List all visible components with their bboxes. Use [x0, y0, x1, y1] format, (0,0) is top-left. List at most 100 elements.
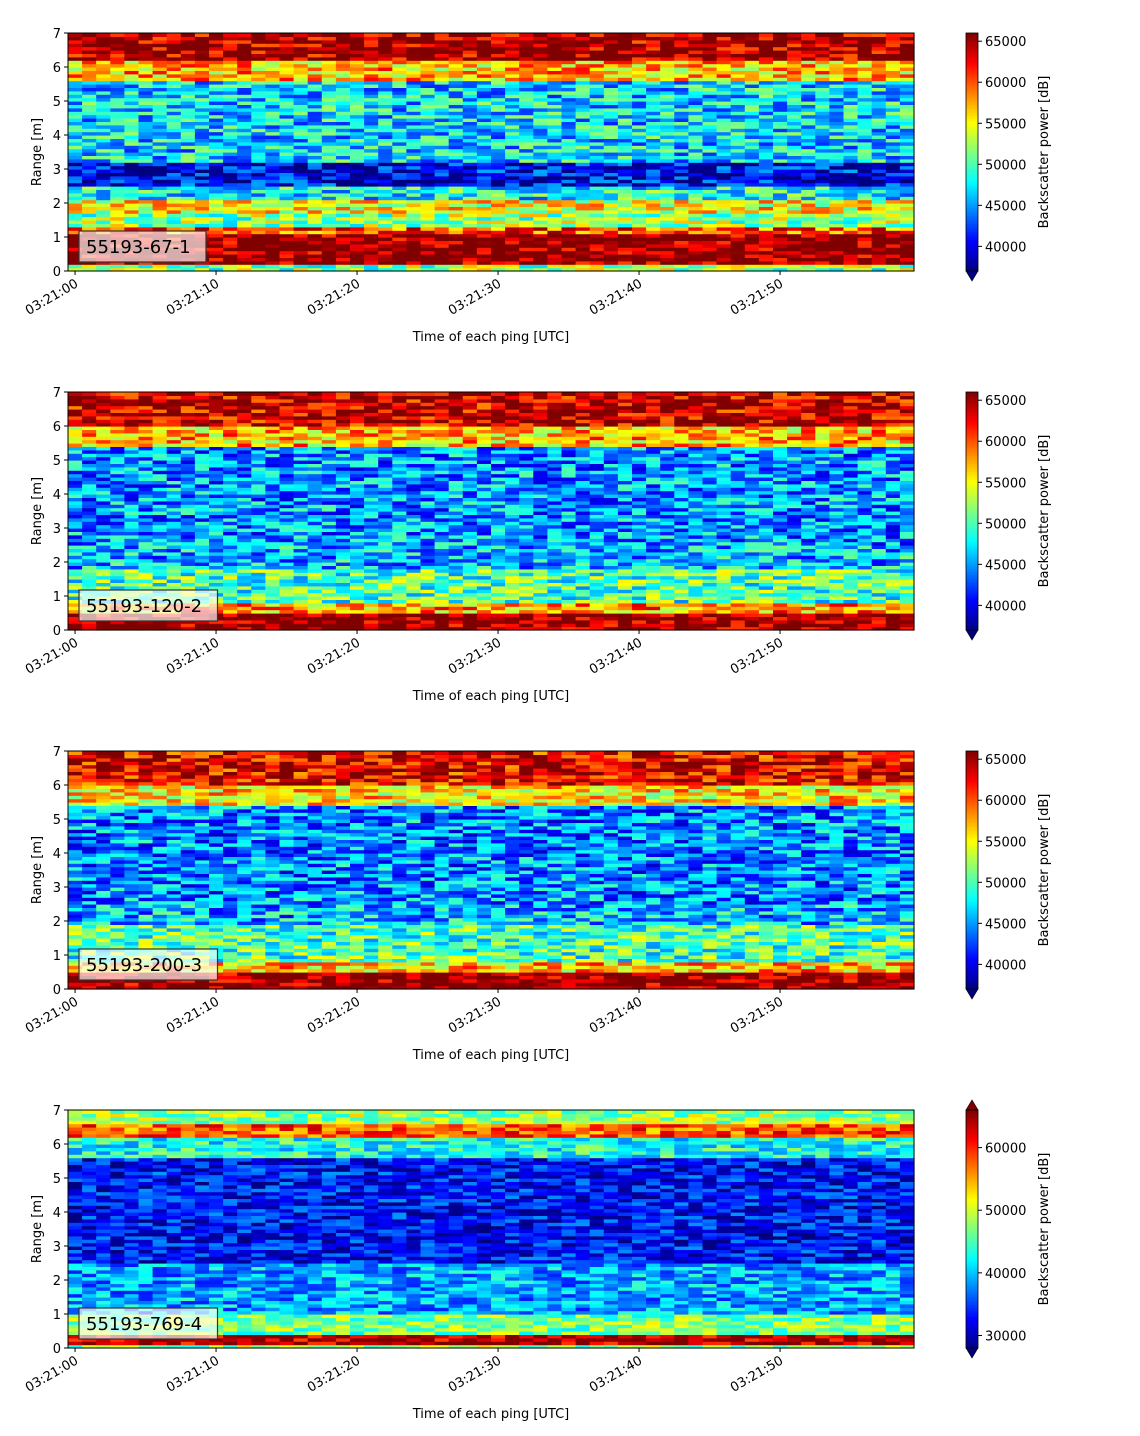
heatmap-cell	[82, 223, 97, 228]
heatmap-cell	[364, 206, 379, 211]
heatmap-cell	[462, 111, 478, 116]
heatmap-cell	[335, 196, 351, 201]
heatmap-cell	[96, 267, 111, 272]
heatmap-cell	[138, 192, 154, 197]
heatmap-cell	[350, 131, 365, 136]
heatmap-cell	[688, 250, 704, 255]
heatmap-cell	[448, 257, 464, 262]
heatmap-cell	[96, 182, 111, 187]
heatmap-cell	[801, 175, 816, 180]
heatmap-cell	[476, 118, 492, 122]
heatmap-cell	[378, 148, 393, 153]
heatmap-cell	[420, 206, 436, 211]
heatmap-cell	[350, 107, 365, 112]
heatmap-cell	[110, 33, 125, 37]
heatmap-cell	[462, 162, 478, 167]
heatmap-cell	[420, 223, 436, 228]
heatmap-cell	[223, 189, 238, 194]
heatmap-cell	[462, 53, 478, 58]
heatmap-cell	[209, 33, 224, 37]
heatmap-cell	[265, 114, 281, 119]
heatmap-cell	[350, 111, 365, 116]
heatmap-cell	[223, 128, 238, 133]
heatmap-cell	[857, 192, 873, 197]
heatmap-cell	[209, 196, 224, 201]
heatmap-cell	[519, 172, 534, 177]
heatmap-cell	[491, 138, 506, 143]
heatmap-cell	[589, 264, 605, 269]
heatmap-cell	[223, 254, 238, 258]
heatmap-cell	[448, 121, 464, 126]
heatmap-cell	[194, 60, 210, 65]
heatmap-cell	[265, 169, 281, 173]
heatmap-cell	[293, 104, 309, 109]
heatmap-cell	[265, 233, 281, 238]
heatmap-cell	[82, 158, 97, 163]
heatmap-cell	[237, 216, 252, 221]
heatmap-cell	[180, 189, 196, 194]
heatmap-cell	[209, 111, 224, 116]
heatmap-cell	[265, 87, 281, 92]
heatmap-cell	[406, 250, 422, 255]
heatmap-cell	[293, 90, 309, 95]
heatmap-cell	[829, 165, 845, 170]
heatmap-cell	[251, 63, 266, 68]
heatmap-cell	[293, 84, 309, 88]
heatmap-cell	[420, 155, 436, 160]
heatmap-cell	[138, 182, 154, 187]
heatmap-cell	[462, 189, 478, 194]
heatmap-cell	[378, 87, 393, 92]
heatmap-cell	[209, 87, 224, 92]
heatmap-cell	[476, 36, 492, 41]
heatmap-cell	[491, 33, 506, 37]
heatmap-cell	[265, 267, 281, 272]
heatmap-cell	[674, 158, 689, 163]
heatmap-cell	[96, 226, 111, 231]
heatmap-cell	[899, 243, 915, 248]
heatmap-cell	[68, 124, 83, 129]
heatmap-cell	[194, 165, 210, 170]
heatmap-cell	[68, 70, 83, 75]
heatmap-cell	[420, 254, 436, 258]
heatmap-cell	[420, 46, 436, 51]
heatmap-cell	[335, 63, 351, 68]
heatmap-cell	[152, 84, 168, 88]
heatmap-cell	[251, 267, 266, 272]
heatmap-cell	[194, 152, 210, 156]
heatmap-cell	[96, 43, 111, 48]
heatmap-cell	[180, 152, 196, 156]
heatmap-cell	[716, 209, 732, 214]
heatmap-cell	[96, 67, 111, 71]
heatmap-cell	[180, 213, 196, 218]
heatmap-cell	[688, 264, 704, 269]
heatmap-cell	[406, 152, 422, 156]
heatmap-cell	[378, 56, 393, 61]
heatmap-cell	[434, 162, 450, 167]
heatmap-cell	[194, 196, 210, 201]
heatmap-cell	[378, 50, 393, 54]
heatmap-cell	[180, 192, 196, 197]
heatmap-cell	[462, 209, 478, 214]
heatmap-cell	[307, 131, 323, 136]
heatmap-cell	[660, 216, 675, 221]
heatmap-cell	[209, 226, 224, 231]
heatmap-cell	[152, 203, 168, 207]
heatmap-cell	[392, 155, 407, 160]
heatmap-cell	[491, 43, 506, 48]
heatmap-cell	[321, 192, 337, 197]
heatmap-cell	[364, 186, 379, 190]
heatmap-cell	[899, 226, 915, 231]
heatmap-cell	[307, 247, 323, 252]
heatmap-cell	[801, 264, 816, 269]
heatmap-cell	[801, 226, 816, 231]
heatmap-cell	[307, 94, 323, 99]
heatmap-cell	[279, 223, 295, 228]
heatmap-cell	[194, 260, 210, 265]
heatmap-cell	[392, 94, 407, 99]
heatmap-cell	[406, 33, 422, 37]
heatmap-cell	[787, 209, 802, 214]
heatmap-cell	[279, 141, 295, 146]
heatmap-cell	[307, 175, 323, 180]
heatmap-cell	[209, 60, 224, 65]
heatmap-cell	[265, 67, 281, 71]
